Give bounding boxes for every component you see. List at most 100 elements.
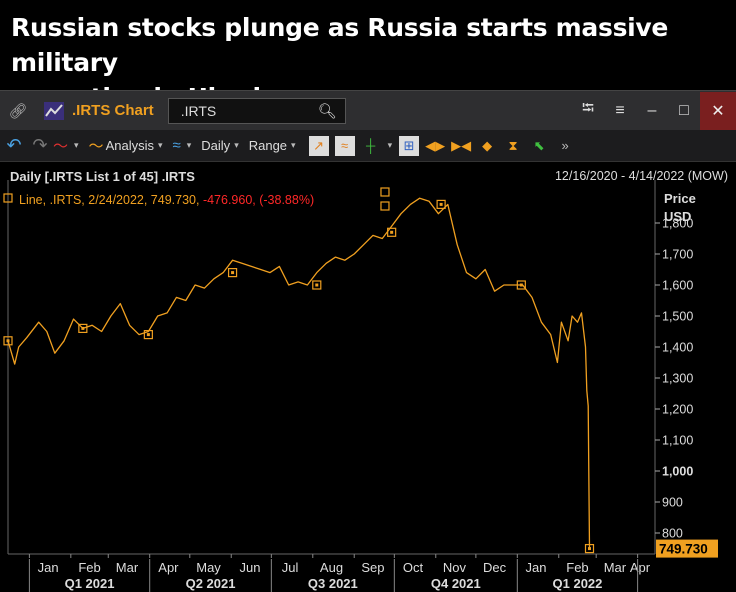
more-tools-icon[interactable]: » — [561, 138, 569, 153]
chart-toolbar: ↶ ↷ 〜 ▾ 〜 Analysis ▾ ≈ ▾ Daily ▾ Range ▾… — [0, 130, 736, 162]
fit-vertical-icon[interactable]: ⧗ — [508, 137, 518, 153]
last-value-label: 749.730 — [659, 542, 708, 557]
tree-icon[interactable]: ⭾ — [581, 100, 595, 117]
y-tick-label: 1,100 — [662, 434, 693, 448]
event-marker — [387, 227, 397, 237]
select-icon[interactable]: ⬉ — [533, 137, 545, 153]
x-month-label: Apr — [630, 560, 651, 575]
x-month-label: Jan — [38, 560, 59, 575]
period-label: Daily — [201, 138, 231, 153]
event-marker — [143, 330, 153, 340]
window-titlebar: 🔗︎ .IRTS Chart .IRTS 🔍︎ ⭾ ≡ – □ ✕ — [0, 90, 736, 130]
chevron-down-icon: ▾ — [291, 140, 296, 150]
x-month-label: Feb — [566, 560, 588, 575]
close-button[interactable]: ✕ — [700, 91, 736, 130]
wave-icon: ≈ — [172, 137, 181, 154]
last-value-flag — [656, 539, 718, 558]
compare-icon[interactable]: ≈ — [334, 135, 355, 156]
minimize-button[interactable]: – — [647, 101, 657, 119]
x-month-label: Oct — [403, 560, 424, 575]
wave-tool[interactable]: ≈ ▾ — [173, 130, 196, 161]
event-marker-dot — [519, 283, 523, 287]
event-marker — [312, 280, 322, 290]
redo-icon[interactable]: ↷ — [32, 135, 48, 155]
ticker-input-value: .IRTS — [180, 102, 217, 119]
fit-horizontal-icon[interactable]: ▶◀ — [451, 137, 472, 153]
event-marker-dot — [231, 271, 235, 275]
event-marker-dot — [81, 326, 85, 330]
line-style-tool[interactable]: 〜 ▾ — [53, 130, 83, 161]
event-marker — [227, 267, 238, 278]
x-month-label: Mar — [604, 560, 627, 575]
analysis-menu[interactable]: 〜 Analysis ▾ — [89, 130, 167, 161]
event-marker — [584, 543, 595, 554]
y-tick-label: 1,200 — [662, 403, 693, 417]
chart-type-icon[interactable]: ↗ — [308, 135, 329, 156]
y-tick-label: 1,300 — [662, 372, 693, 386]
x-quarter-label: Q2 2021 — [186, 576, 236, 591]
chart-app-icon — [40, 97, 68, 125]
event-marker-dot — [146, 333, 150, 337]
x-month-label: Nov — [443, 560, 467, 575]
x-month-label: Apr — [158, 560, 179, 575]
x-quarter-label: Q1 2022 — [553, 576, 603, 591]
range-menu[interactable]: Range ▾ — [249, 130, 300, 161]
event-marker — [436, 199, 446, 210]
line-chart-icon: 〜 — [53, 138, 69, 155]
x-month-label: Aug — [320, 560, 343, 575]
x-month-label: May — [196, 560, 221, 575]
x-quarter-label: Q4 2021 — [431, 576, 481, 591]
link-icon[interactable]: 🔗︎ — [8, 102, 28, 120]
legend-marker — [3, 193, 13, 203]
chart-area[interactable]: Daily [.IRTS List 1 of 45] .IRTS 12/16/2… — [0, 162, 736, 592]
legend-marker — [380, 187, 390, 197]
y-tick-label: 1,600 — [662, 279, 693, 293]
x-month-label: Jun — [239, 560, 260, 575]
legend-marker — [380, 201, 390, 211]
series-legend: Line, .IRTS, 2/24/2022, 749.730, -476.96… — [19, 193, 314, 207]
x-month-label: Feb — [78, 560, 100, 575]
x-month-label: Jul — [282, 560, 299, 575]
period-menu[interactable]: Daily ▾ — [201, 130, 242, 161]
event-marker — [78, 323, 88, 333]
x-quarter-label: Q3 2021 — [308, 576, 358, 591]
pan-vertical-icon[interactable]: ◆ — [482, 137, 493, 153]
window-title: .IRTS Chart — [72, 102, 154, 119]
headline: Russian stocks plunge as Russia starts m… — [0, 0, 736, 112]
analysis-label: Analysis — [105, 138, 154, 153]
chart-plot: 800 900 1,000 1,100 1,200 1,300 1,400 1,500 1,60… — [3, 180, 718, 592]
legend-values: Line, .IRTS, 2/24/2022, 749.730, — [19, 193, 200, 207]
y-tick-label: 1,800 — [662, 217, 693, 231]
x-month-label: Dec — [483, 560, 507, 575]
headline-line-1: Russian stocks plunge as Russia starts m… — [11, 13, 669, 77]
maximize-button[interactable]: □ — [679, 101, 689, 119]
analysis-icon: 〜 — [88, 138, 104, 155]
currency-label: USD — [664, 209, 692, 224]
price-label: Price — [664, 191, 696, 206]
y-tick-label: 900 — [662, 496, 683, 510]
y-tick-label: 1,000 — [662, 465, 693, 479]
price-axis-header: Price USD — [664, 190, 696, 226]
crosshair-icon[interactable]: ┼ — [365, 138, 376, 153]
chevron-down-icon: ▾ — [157, 140, 163, 150]
event-marker-dot — [439, 202, 443, 206]
search-icon[interactable]: 🔍︎ — [317, 102, 337, 120]
chevron-down-icon: ▾ — [74, 140, 79, 150]
range-label: Range — [248, 138, 288, 153]
zoom-box-icon[interactable]: ⊞ — [399, 135, 420, 156]
chevron-down-icon: ▾ — [234, 140, 239, 150]
menu-icon[interactable]: ≡ — [615, 101, 625, 119]
x-month-label: Jan — [526, 560, 547, 575]
y-tick-label: 800 — [662, 527, 683, 541]
series-info: Daily [.IRTS List 1 of 45] .IRTS — [10, 169, 195, 184]
event-marker-dot — [587, 547, 591, 551]
undo-icon[interactable]: ↶ — [6, 135, 22, 155]
event-marker — [3, 336, 13, 346]
chevron-down-icon[interactable]: ▾ — [387, 140, 393, 150]
price-line — [7, 197, 591, 549]
event-marker — [516, 280, 526, 290]
ticker-input[interactable]: .IRTS 🔍︎ — [167, 97, 346, 124]
x-quarter-label: Q1 2021 — [65, 576, 115, 591]
pan-horizontal-icon[interactable]: ◀▶ — [425, 137, 446, 153]
legend-change: -476.960, (-38.88%) — [199, 193, 315, 207]
